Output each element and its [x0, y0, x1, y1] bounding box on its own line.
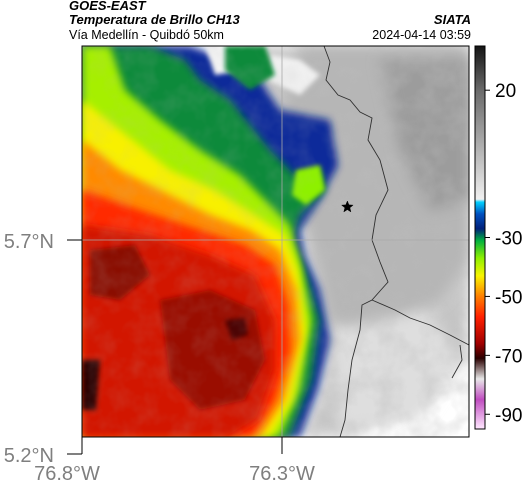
x-tick-label: 76.8°W: [34, 463, 100, 485]
colorbar-tick-label: -50: [495, 287, 522, 308]
brand-label: SIATA: [433, 12, 471, 27]
x-tick-label: 76.3°W: [249, 463, 315, 485]
product-title: GOES-EAST: [69, 0, 146, 13]
colorbar-gradient: [475, 46, 485, 429]
x-axis: 76.8°W 76.3°W: [34, 437, 315, 485]
y-tick-label: 5.7°N: [4, 231, 54, 253]
colorbar-tick-label: -70: [495, 346, 522, 367]
route-label: Vía Medellín - Quibdó 50km: [69, 28, 224, 42]
y-axis: 5.7°N 5.2°N: [4, 231, 82, 467]
map-border: [81, 45, 470, 438]
y-tick-label: 5.2°N: [4, 445, 54, 467]
colorbar-tick-label: -30: [495, 229, 522, 250]
brightness-temperature-field: [82, 46, 469, 437]
timestamp-label: 2024-04-14 03:59: [372, 28, 471, 42]
graticule: [82, 46, 469, 437]
location-star-marker: [341, 200, 354, 213]
colorbar: 20 -30 -50 -70 -90: [474, 45, 522, 430]
colorbar-tick-label: -90: [495, 405, 522, 426]
department-borders: [323, 46, 469, 437]
colorbar-tick-label: 20: [495, 81, 516, 102]
product-subtitle: Temperatura de Brillo CH13: [69, 12, 240, 27]
